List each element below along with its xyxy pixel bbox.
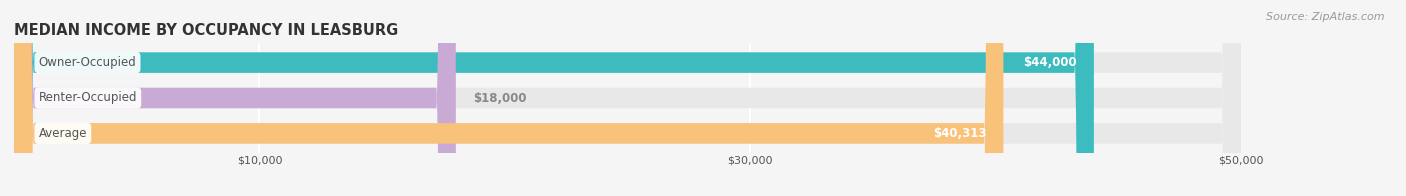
FancyBboxPatch shape — [14, 0, 1241, 196]
Text: Owner-Occupied: Owner-Occupied — [38, 56, 136, 69]
Text: MEDIAN INCOME BY OCCUPANCY IN LEASBURG: MEDIAN INCOME BY OCCUPANCY IN LEASBURG — [14, 23, 398, 38]
Text: $40,313: $40,313 — [932, 127, 986, 140]
Text: $44,000: $44,000 — [1024, 56, 1077, 69]
Text: Source: ZipAtlas.com: Source: ZipAtlas.com — [1267, 12, 1385, 22]
Text: Renter-Occupied: Renter-Occupied — [38, 92, 138, 104]
FancyBboxPatch shape — [14, 0, 1241, 196]
Text: $18,000: $18,000 — [472, 92, 526, 104]
FancyBboxPatch shape — [14, 0, 1004, 196]
FancyBboxPatch shape — [14, 0, 456, 196]
FancyBboxPatch shape — [14, 0, 1241, 196]
FancyBboxPatch shape — [14, 0, 1094, 196]
Text: Average: Average — [38, 127, 87, 140]
